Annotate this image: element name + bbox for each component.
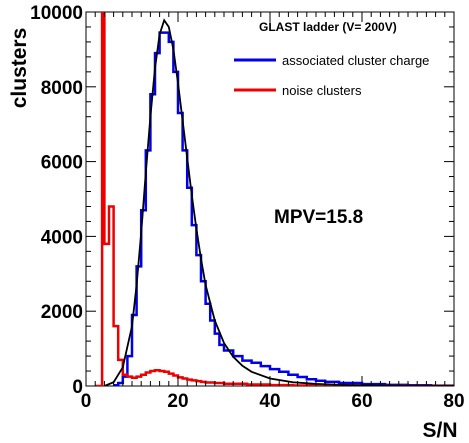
y-tick-label: 0 [72, 377, 83, 398]
series-line-2 [104, 18, 454, 386]
x-tick-label: 80 [443, 391, 464, 412]
y-axis-label: clusters [8, 28, 31, 109]
x-axis-label: S/N [422, 419, 457, 442]
mpv-annotation: MPV=15.8 [274, 207, 363, 228]
y-tick-label: 2000 [41, 302, 83, 323]
y-tick-label: 8000 [41, 78, 83, 99]
x-tick-label: 60 [351, 391, 372, 412]
series-line-1 [95, 12, 454, 386]
y-tick-label: 10000 [30, 3, 83, 24]
legend-label-noise: noise clusters [282, 83, 362, 98]
x-tick-label: 40 [259, 391, 280, 412]
legend-label-associated: associated cluster charge [282, 53, 429, 68]
x-tick-label: 0 [81, 391, 92, 412]
legend-title: GLAST ladder (V= 200V) [259, 20, 397, 34]
legend: GLAST ladder (V= 200V) associated cluste… [234, 20, 429, 98]
y-tick-label: 6000 [41, 153, 83, 174]
plot-frame [85, 11, 455, 387]
x-tick-label: 20 [167, 391, 188, 412]
y-tick-label: 4000 [41, 227, 83, 248]
